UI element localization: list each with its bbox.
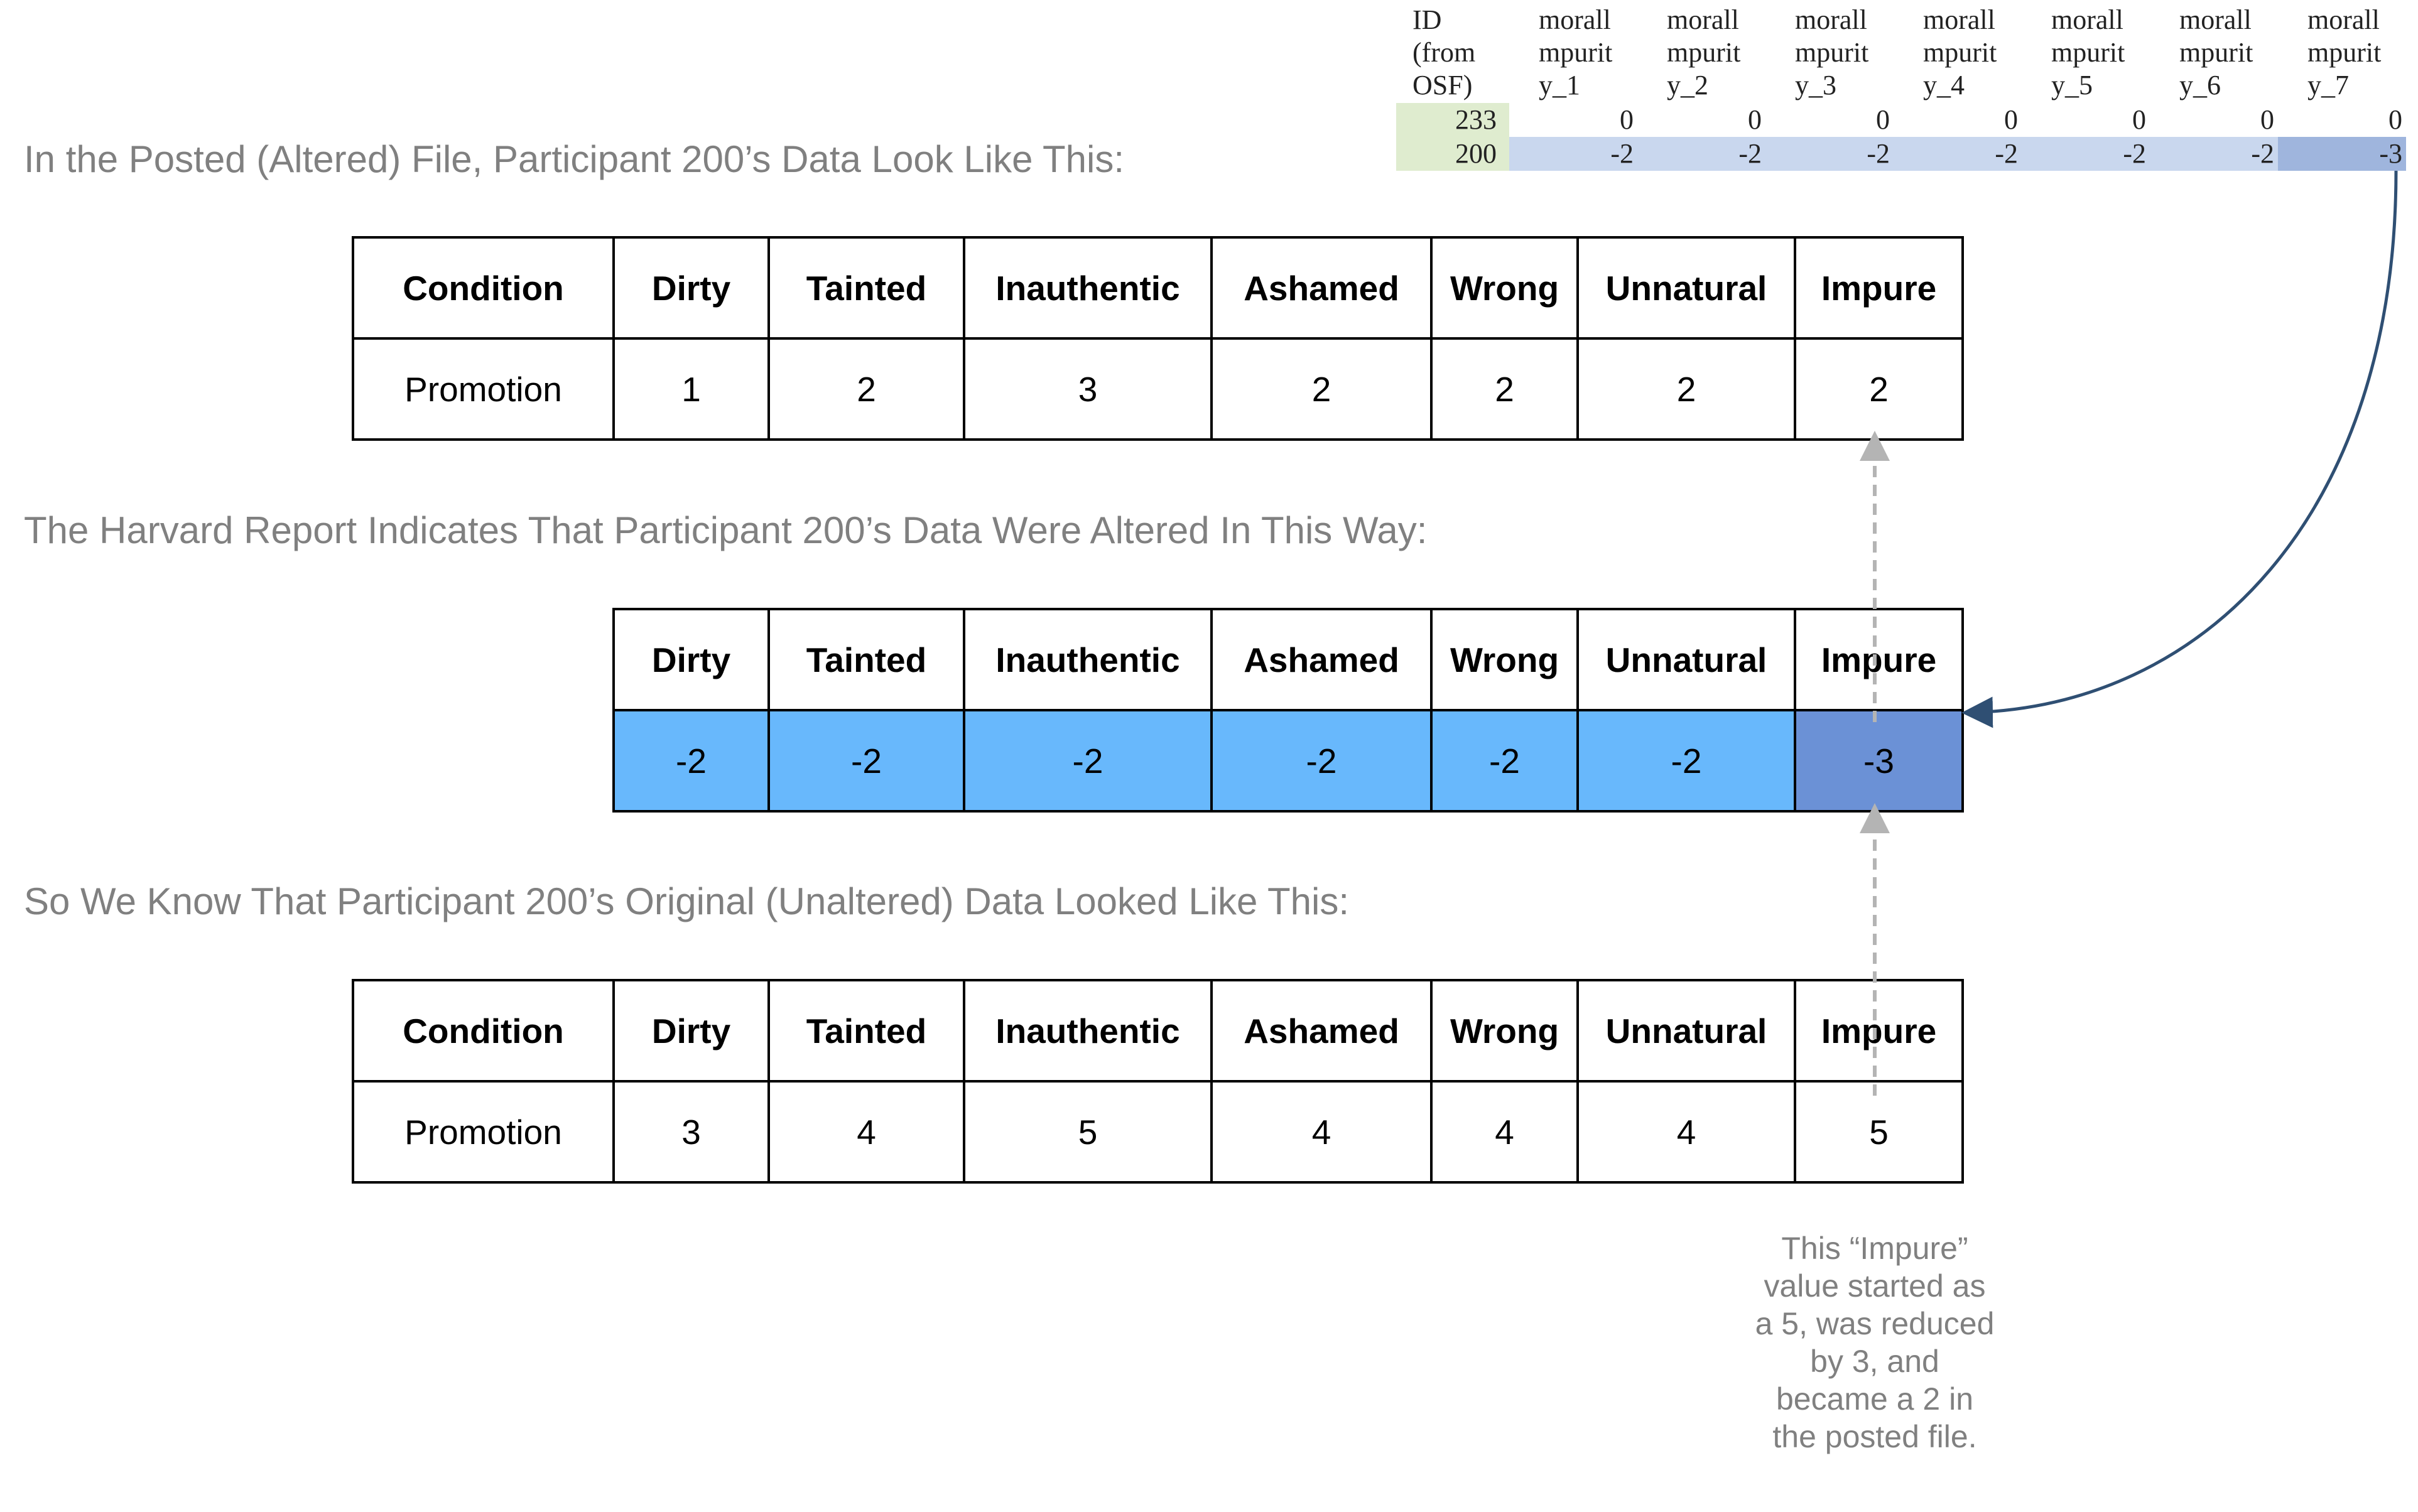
cell-ashamed: 2 bbox=[1210, 337, 1433, 441]
header-impure: Impure bbox=[1794, 236, 1964, 340]
sheet-cell: 0 bbox=[2004, 104, 2018, 135]
cell-condition: Promotion bbox=[352, 1080, 615, 1184]
sheet-header-col1: morall mpurit y_1 bbox=[1539, 4, 1613, 100]
cell-unnatural: 4 bbox=[1576, 1080, 1796, 1184]
cell-impure: 2 bbox=[1794, 337, 1964, 441]
header-inauthentic: Inauthentic bbox=[963, 236, 1213, 340]
header-dirty: Dirty bbox=[612, 608, 770, 711]
cell-unnatural: -2 bbox=[1576, 709, 1796, 813]
header-ashamed: Ashamed bbox=[1210, 979, 1433, 1083]
table-row: -2 -2 -2 -2 -2 -2 -3 bbox=[612, 709, 1964, 813]
cell-dirty: -2 bbox=[612, 709, 770, 813]
header-ashamed: Ashamed bbox=[1210, 236, 1433, 340]
impure-explanation-note: This “Impure” value started as a 5, was … bbox=[1755, 1231, 1995, 1454]
table-header-row: Dirty Tainted Inauthentic Ashamed Wrong … bbox=[612, 608, 1964, 711]
table-header-row: Condition Dirty Tainted Inauthentic Asha… bbox=[352, 236, 1964, 340]
sheet-cell: -2 bbox=[1509, 137, 1637, 171]
section2-heading: The Harvard Report Indicates That Partic… bbox=[24, 509, 1428, 551]
sheet-cell: -2 bbox=[1765, 137, 1894, 171]
cell-ashamed: -2 bbox=[1210, 709, 1433, 813]
header-unnatural: Unnatural bbox=[1576, 236, 1796, 340]
header-inauthentic: Inauthentic bbox=[963, 608, 1213, 711]
cell-inauthentic: 5 bbox=[963, 1080, 1213, 1184]
sheet-cell: -2 bbox=[2150, 137, 2278, 171]
cell-unnatural: 2 bbox=[1576, 337, 1796, 441]
sheet-header-col3: morall mpurit y_3 bbox=[1795, 4, 1869, 100]
cell-tainted: -2 bbox=[767, 709, 965, 813]
sheet-cell: 0 bbox=[2132, 104, 2146, 135]
header-inauthentic: Inauthentic bbox=[963, 979, 1213, 1083]
sheet-cell: 0 bbox=[1876, 104, 1890, 135]
original-data-table: Condition Dirty Tainted Inauthentic Asha… bbox=[352, 979, 1964, 1184]
spreadsheet-excerpt: ID (from OSF) morall mpurit y_1 morall m… bbox=[1391, 0, 2415, 171]
header-unnatural: Unnatural bbox=[1576, 608, 1796, 711]
sheet-cell: 0 bbox=[1620, 104, 1634, 135]
sheet-row-200: 200 -2 -2 -2 -2 -2 -2 -3 bbox=[1391, 137, 2415, 171]
alteration-table: Dirty Tainted Inauthentic Ashamed Wrong … bbox=[612, 608, 1964, 813]
cell-dirty: 3 bbox=[612, 1080, 770, 1184]
section3-heading: So We Know That Participant 200’s Origin… bbox=[24, 880, 1350, 922]
sheet-header-col5: morall mpurit y_5 bbox=[2051, 4, 2125, 100]
header-ashamed: Ashamed bbox=[1210, 608, 1433, 711]
cell-impure: 5 bbox=[1794, 1080, 1964, 1184]
sheet-cell-id: 200 bbox=[1396, 137, 1509, 171]
sheet-header-col7: morall mpurit y_7 bbox=[2307, 4, 2382, 100]
cell-dirty: 1 bbox=[612, 337, 770, 441]
sheet-cell: -2 bbox=[1894, 137, 2022, 171]
posted-data-table: Condition Dirty Tainted Inauthentic Asha… bbox=[352, 236, 1964, 441]
header-wrong: Wrong bbox=[1430, 979, 1579, 1083]
sheet-cell-id: 233 bbox=[1396, 103, 1509, 137]
header-condition: Condition bbox=[352, 979, 615, 1083]
cell-wrong: 2 bbox=[1430, 337, 1579, 441]
table-header-row: Condition Dirty Tainted Inauthentic Asha… bbox=[352, 979, 1964, 1083]
header-dirty: Dirty bbox=[612, 236, 770, 340]
sheet-header-col2: morall mpurit y_2 bbox=[1667, 4, 1741, 100]
header-wrong: Wrong bbox=[1430, 236, 1579, 340]
cell-tainted: 4 bbox=[767, 1080, 965, 1184]
header-unnatural: Unnatural bbox=[1576, 979, 1796, 1083]
cell-wrong: 4 bbox=[1430, 1080, 1579, 1184]
section1-heading: In the Posted (Altered) File, Participan… bbox=[24, 138, 1125, 180]
header-dirty: Dirty bbox=[612, 979, 770, 1083]
sheet-cell: -2 bbox=[2022, 137, 2150, 171]
sheet-header-col6: morall mpurit y_6 bbox=[2179, 4, 2253, 100]
cell-inauthentic: 3 bbox=[963, 337, 1213, 441]
cell-wrong: -2 bbox=[1430, 709, 1579, 813]
cell-tainted: 2 bbox=[767, 337, 965, 441]
header-tainted: Tainted bbox=[767, 608, 965, 711]
cell-inauthentic: -2 bbox=[963, 709, 1213, 813]
sheet-header-id: ID (from OSF) bbox=[1412, 4, 1476, 100]
table-row: Promotion 3 4 5 4 4 4 5 bbox=[352, 1080, 1964, 1184]
cell-ashamed: 4 bbox=[1210, 1080, 1433, 1184]
cell-condition: Promotion bbox=[352, 337, 615, 441]
header-impure: Impure bbox=[1794, 608, 1964, 711]
table-row: Promotion 1 2 3 2 2 2 2 bbox=[352, 337, 1964, 441]
header-tainted: Tainted bbox=[767, 236, 965, 340]
cell-impure: -3 bbox=[1794, 709, 1964, 813]
header-wrong: Wrong bbox=[1430, 608, 1579, 711]
sheet-cell: -2 bbox=[1637, 137, 1765, 171]
curved-arrow bbox=[1961, 170, 2398, 728]
sheet-cell: 0 bbox=[2388, 104, 2402, 135]
sheet-cell: 0 bbox=[2260, 104, 2274, 135]
header-condition: Condition bbox=[352, 236, 615, 340]
header-impure: Impure bbox=[1794, 979, 1964, 1083]
sheet-header-col4: morall mpurit y_4 bbox=[1923, 4, 1997, 100]
header-tainted: Tainted bbox=[767, 979, 965, 1083]
sheet-row-233: 233 0 0 0 0 0 0 0 bbox=[1391, 103, 2415, 137]
sheet-cell-impure: -3 bbox=[2278, 137, 2406, 171]
sheet-cell: 0 bbox=[1748, 104, 1762, 135]
